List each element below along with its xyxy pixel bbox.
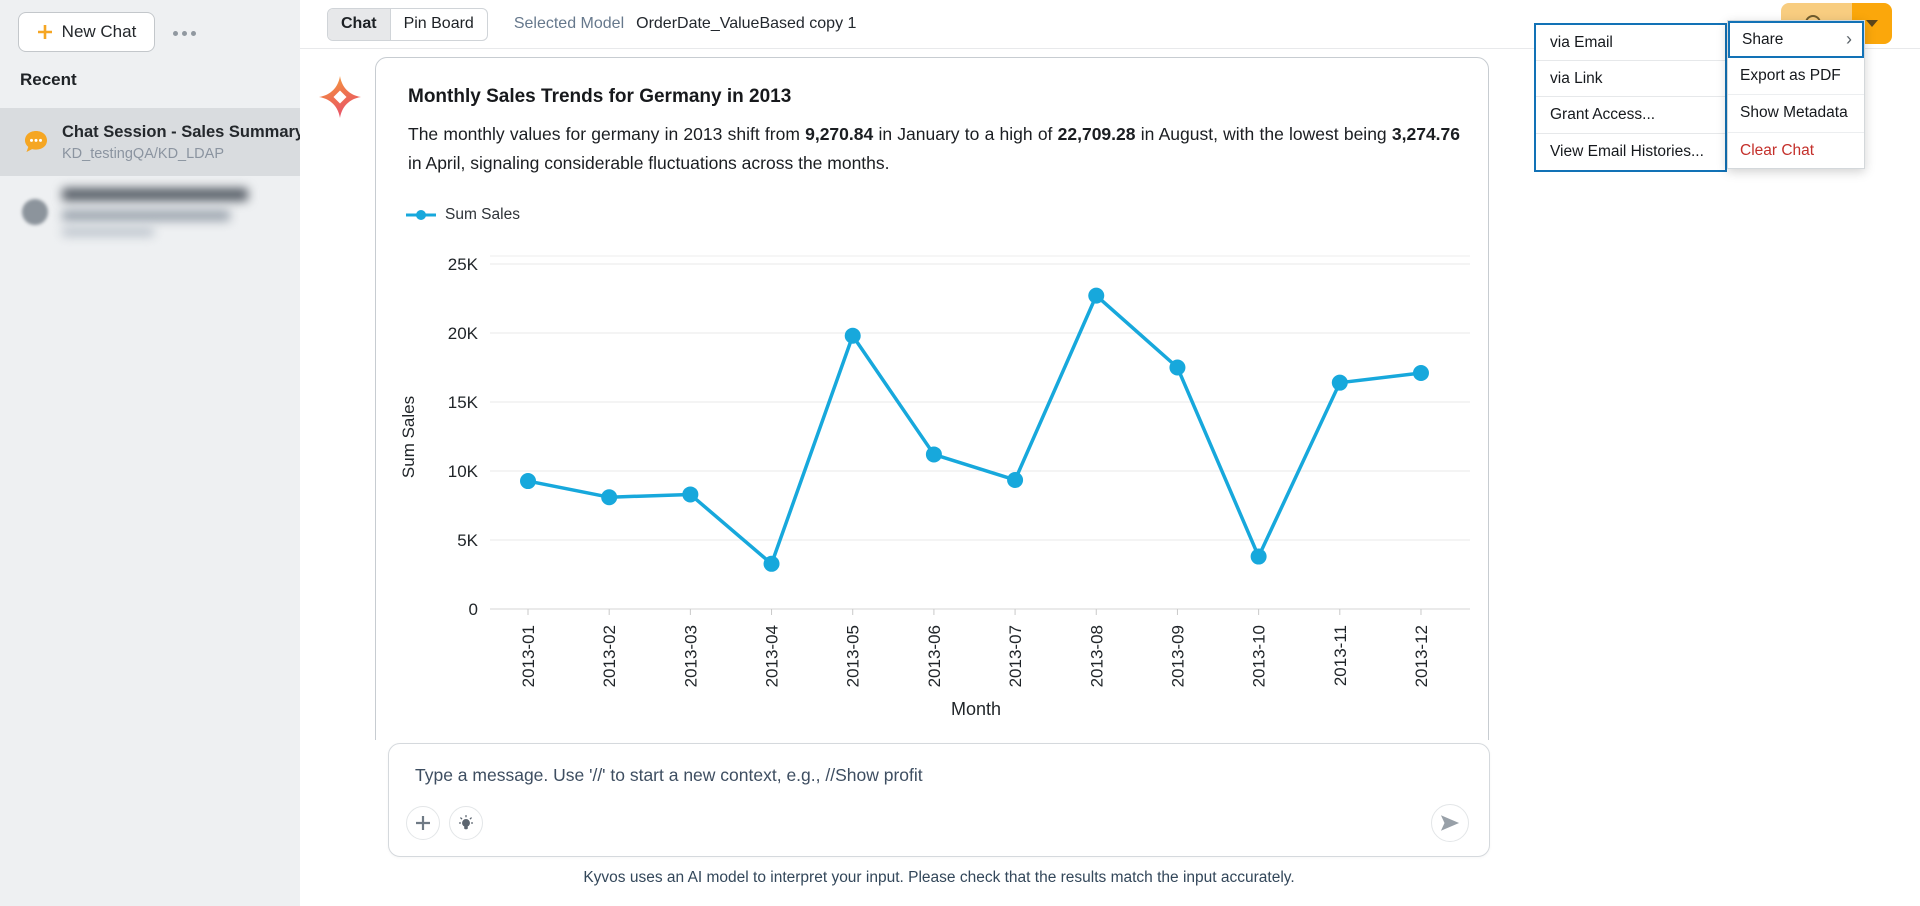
svg-text:2013-01: 2013-01	[519, 625, 538, 687]
svg-text:2013-02: 2013-02	[600, 625, 619, 687]
svg-text:Sum Sales: Sum Sales	[399, 396, 418, 478]
legend-marker-icon	[406, 210, 436, 220]
svg-text:Month: Month	[951, 699, 1001, 719]
chevron-right-icon: ›	[1846, 28, 1852, 49]
menu-item-via-email[interactable]: via Email	[1536, 25, 1725, 62]
svg-text:2013-06: 2013-06	[925, 625, 944, 687]
svg-text:2013-03: 2013-03	[681, 625, 700, 687]
svg-text:2013-11: 2013-11	[1331, 625, 1350, 686]
redacted-text	[62, 188, 248, 236]
ai-assistant-icon	[319, 76, 361, 118]
chat-scroll-area[interactable]: Monthly Sales Trends for Germany in 2013…	[300, 49, 1920, 740]
share-submenu: via Email via Link Grant Access... View …	[1534, 23, 1727, 172]
chat-session-title: Chat Session - Sales Summary	[62, 122, 305, 141]
send-button[interactable]	[1431, 804, 1469, 842]
lightbulb-icon	[458, 815, 474, 830]
chat-session-subtitle: KD_testingQA/KD_LDAP	[62, 145, 224, 162]
chart-description: The monthly values for germany in 2013 s…	[408, 124, 1461, 173]
menu-item-share[interactable]: Share ›	[1728, 21, 1864, 59]
svg-text:2013-08: 2013-08	[1087, 625, 1106, 687]
svg-text:2013-05: 2013-05	[844, 625, 863, 687]
menu-item-export-pdf[interactable]: Export as PDF	[1728, 58, 1864, 96]
ai-disclaimer: Kyvos uses an AI model to interpret your…	[583, 869, 1295, 886]
menu-item-grant-access[interactable]: Grant Access...	[1536, 97, 1725, 134]
sales-line-chart: 0 5K 10K 15K 20K 25K Sum Sales 2013-01 2013-02 20…	[399, 255, 1470, 719]
legend-item-sum-sales[interactable]: Sum Sales	[406, 206, 520, 224]
selected-model-label: Selected Model	[513, 15, 625, 32]
svg-text:20K: 20K	[448, 324, 479, 343]
menu-item-clear-chat[interactable]: Clear Chat	[1740, 142, 1815, 160]
selected-model-name[interactable]: OrderDate_ValueBased copy 1	[636, 15, 857, 32]
menu-item-show-metadata[interactable]: Show Metadata	[1728, 95, 1864, 133]
sidebar: New Chat Recent Chat Session - Sales Sum…	[0, 0, 305, 906]
sidebar-item-chat-session[interactable]: Chat Session - Sales Summary KD_testingQ…	[0, 108, 305, 176]
chart-title: Monthly Sales Trends for Germany in 2013	[408, 86, 792, 107]
message-input[interactable]	[415, 760, 1415, 790]
legend-label: Sum Sales	[445, 206, 520, 223]
svg-text:15K: 15K	[448, 393, 479, 412]
message-composer	[388, 743, 1490, 857]
plus-icon	[37, 25, 52, 39]
svg-text:10K: 10K	[448, 462, 479, 481]
new-chat-label: New Chat	[61, 22, 137, 41]
tab-pin-board[interactable]: Pin Board	[403, 15, 474, 32]
view-tabs: Chat Pin Board	[327, 7, 488, 41]
svg-text:25K: 25K	[448, 255, 479, 274]
menu-item-view-email-histories[interactable]: View Email Histories...	[1550, 142, 1704, 160]
chat-bubble-icon	[25, 131, 47, 152]
context-menu: Share › Export as PDF Show Metadata Clea…	[1727, 20, 1865, 169]
send-icon	[1440, 815, 1460, 831]
sidebar-more-button[interactable]	[173, 24, 207, 42]
chat-avatar-icon	[22, 199, 48, 225]
ellipsis-icon	[173, 30, 178, 36]
svg-text:0: 0	[469, 600, 478, 619]
svg-text:2013-12: 2013-12	[1412, 625, 1431, 687]
caret-down-icon	[1866, 20, 1878, 27]
sidebar-item-redacted[interactable]	[0, 176, 300, 248]
recent-heading: Recent	[20, 70, 77, 89]
tab-chat[interactable]: Chat	[328, 8, 391, 40]
svg-text:2013-07: 2013-07	[1006, 625, 1025, 687]
svg-text:2013-10: 2013-10	[1250, 625, 1269, 687]
attach-button[interactable]	[406, 806, 440, 840]
plus-icon	[416, 816, 430, 830]
answer-card: Monthly Sales Trends for Germany in 2013…	[375, 57, 1489, 740]
suggestions-button[interactable]	[449, 806, 483, 840]
svg-text:2013-09: 2013-09	[1168, 625, 1187, 687]
svg-text:2013-04: 2013-04	[763, 625, 782, 687]
menu-item-via-link[interactable]: via Link	[1536, 61, 1725, 98]
new-chat-button[interactable]: New Chat	[18, 12, 155, 52]
svg-text:5K: 5K	[457, 531, 478, 550]
